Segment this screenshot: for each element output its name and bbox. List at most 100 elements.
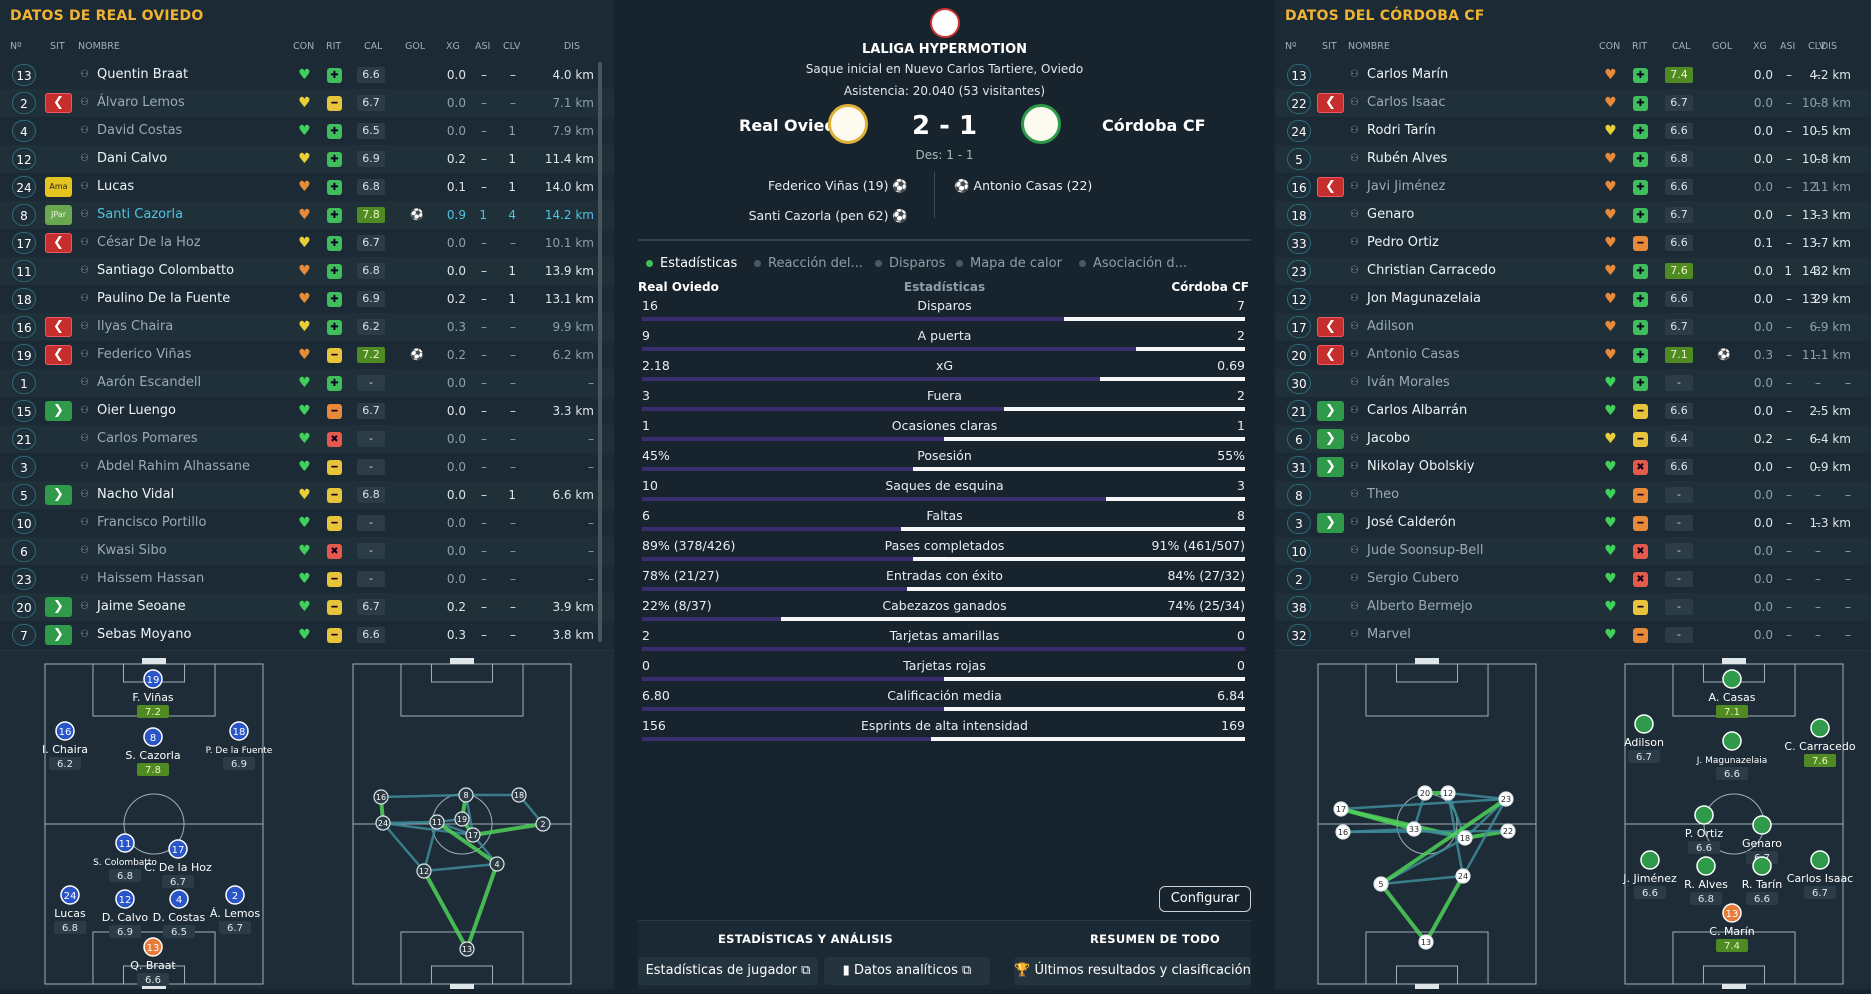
player-name[interactable]: Sebas Moyano: [97, 627, 192, 642]
player-name[interactable]: Nacho Vidal: [97, 487, 175, 502]
player-row[interactable]: 15 ❯ ⚇ Oier Luengo ♥ ━ 6.7 0.0 – – 3.3 km: [0, 397, 614, 425]
player-row[interactable]: 18 ⚇ Genaro ♥ ✚ 6.7 0.0– –13.3 km: [1275, 201, 1871, 229]
player-row[interactable]: 21 ⚇ Carlos Pomares ♥ ✖ - 0.0 – – –: [0, 425, 614, 453]
player-row[interactable]: 12 ⚇ Jon Magunazelaia ♥ ✚ 6.6 0.0– 2 13.9 km: [1275, 285, 1871, 313]
player-row[interactable]: 32 ⚇ Marvel ♥ ━ -0.0– – –: [1275, 621, 1871, 649]
player-name[interactable]: Kwasi Sibo: [97, 543, 167, 558]
player-name[interactable]: Aarón Escandell: [97, 375, 202, 390]
player-row[interactable]: 16 ❮ ⚇ Ilyas Chaira ♥ ✚ 6.2 0.3 – – 9.9 km: [0, 313, 614, 341]
player-row[interactable]: 3 ❯ ⚇ José Calderón ♥ ━ -0.0– –1.3 km: [1275, 509, 1871, 537]
player-name[interactable]: Alberto Bermejo: [1367, 599, 1473, 614]
player-name[interactable]: Santi Cazorla: [97, 207, 184, 222]
player-name[interactable]: Rodri Tarín: [1367, 123, 1436, 138]
player-name[interactable]: Carlos Isaac: [1367, 95, 1446, 110]
player-row[interactable]: 12 ⚇ Dani Calvo ♥ ✚ 6.9 0.2 – 1 11.4 km: [0, 145, 614, 173]
player-name[interactable]: Carlos Pomares: [97, 431, 198, 446]
player-name[interactable]: Javi Jiménez: [1367, 179, 1446, 194]
player-name[interactable]: Genaro: [1367, 207, 1415, 222]
player-row[interactable]: 6 ❯ ⚇ Jacobo ♥ ━ 6.4 0.2– –6.4 km: [1275, 425, 1871, 453]
player-name[interactable]: Paulino De la Fuente: [97, 291, 231, 306]
substitution-status-icon: ❯: [45, 625, 72, 645]
player-row[interactable]: 11 ⚇ Santiago Colombatto ♥ ✚ 6.8 0.0 – 1 13.9 km: [0, 257, 614, 285]
player-row[interactable]: 24 ⚇ Rodri Tarín ♥ ✚ 6.6 0.0– –10.5 km: [1275, 117, 1871, 145]
player-row[interactable]: 20 ❯ ⚇ Jaime Seoane ♥ ━ 6.7 0.2 – – 3.9 km: [0, 593, 614, 621]
stats-tab[interactable]: Asociación d...: [1079, 256, 1187, 271]
away-crest-icon[interactable]: [1021, 104, 1061, 144]
player-row[interactable]: 17 ❮ ⚇ Adilson ♥ ✚ 6.7 0.0– –6.9 km: [1275, 313, 1871, 341]
player-row[interactable]: 10 ⚇ Jude Soonsup-Bell ♥ ✖ -0.0– – –: [1275, 537, 1871, 565]
player-row[interactable]: 1 ⚇ Aarón Escandell ♥ ✚ - 0.0 – – –: [0, 369, 614, 397]
player-name[interactable]: Oier Luengo: [97, 403, 177, 418]
player-row[interactable]: 10 ⚇ Francisco Portillo ♥ ━ - 0.0 – – –: [0, 509, 614, 537]
player-name[interactable]: Santiago Colombatto: [97, 263, 235, 278]
player-row[interactable]: 5 ⚇ Rubén Alves ♥ ✚ 6.8 0.0– –10.8 km: [1275, 145, 1871, 173]
away-team-name[interactable]: Córdoba CF: [1102, 116, 1206, 135]
player-row[interactable]: 22 ❮ ⚇ Carlos Isaac ♥ ✚ 6.7 0.0– –10.8 km: [1275, 89, 1871, 117]
player-name[interactable]: Álvaro Lemos: [97, 95, 185, 110]
player-row[interactable]: 5 ❯ ⚇ Nacho Vidal ♥ ━ 6.8 0.0 – 1 6.6 km: [0, 481, 614, 509]
configure-button[interactable]: Configurar: [1159, 886, 1251, 912]
player-name[interactable]: Haissem Hassan: [97, 571, 205, 586]
player-row[interactable]: 24 Ama ⚇ Lucas ♥ ✚ 6.8 0.1 – 1 14.0 km: [0, 173, 614, 201]
player-row[interactable]: 4 ⚇ David Costas ♥ ✚ 6.5 0.0 – 1 7.9 km: [0, 117, 614, 145]
player-name[interactable]: Nikolay Obolskiy: [1367, 459, 1475, 474]
player-name[interactable]: Antonio Casas: [1367, 347, 1460, 362]
player-row[interactable]: 23 ⚇ Haissem Hassan ♥ ━ - 0.0 – – –: [0, 565, 614, 593]
player-row[interactable]: 2 ❮ ⚇ Álvaro Lemos ♥ ━ 6.7 0.0 – – 7.1 km: [0, 89, 614, 117]
analytics-button[interactable]: ▮ Datos analíticos ⧉: [824, 957, 990, 985]
player-name[interactable]: Carlos Marín: [1367, 67, 1449, 82]
player-name[interactable]: Dani Calvo: [97, 151, 168, 166]
player-name[interactable]: Iván Morales: [1367, 375, 1450, 390]
home-team-name[interactable]: Real Oviedo: [739, 116, 847, 135]
player-row[interactable]: 19 ❮ ⚇ Federico Viñas ♥ ━ 7.2 ⚽ 0.2 – – 6.2 km: [0, 341, 614, 369]
player-name[interactable]: Christian Carracedo: [1367, 263, 1496, 278]
player-row[interactable]: 8 ⚇ Theo ♥ ━ -0.0– – –: [1275, 481, 1871, 509]
player-name[interactable]: David Costas: [97, 123, 183, 138]
player-name[interactable]: César De la Hoz: [97, 235, 201, 250]
player-name[interactable]: Rubén Alves: [1367, 151, 1448, 166]
player-name[interactable]: José Calderón: [1367, 515, 1456, 530]
player-row[interactable]: 7 ❯ ⚇ Sebas Moyano ♥ ━ 6.6 0.3 – – 3.8 km: [0, 621, 614, 649]
player-row[interactable]: 13 ⚇ Quentin Braat ♥ ✚ 6.6 0.0 – – 4.0 km: [0, 61, 614, 89]
player-row[interactable]: 18 ⚇ Paulino De la Fuente ♥ ✚ 6.9 0.2 – 1 13.1 km: [0, 285, 614, 313]
player-row[interactable]: 8 JPar ⚇ Santi Cazorla ♥ ✚ 7.8 ⚽ 0.9 1 4 14.2 km: [0, 201, 614, 229]
player-name[interactable]: Jaime Seoane: [97, 599, 186, 614]
player-row[interactable]: 38 ⚇ Alberto Bermejo ♥ ━ -0.0– – –: [1275, 593, 1871, 621]
player-row[interactable]: 17 ❮ ⚇ César De la Hoz ♥ ✚ 6.7 0.0 – – 10.1 km: [0, 229, 614, 257]
home-crest-icon[interactable]: [828, 104, 868, 144]
player-row[interactable]: 3 ⚇ Abdel Rahim Alhassane ♥ ━ - 0.0 – – –: [0, 453, 614, 481]
stats-tab[interactable]: Reacción del...: [754, 256, 863, 271]
pass-node-marker: [1457, 830, 1473, 846]
player-name[interactable]: Ilyas Chaira: [97, 319, 174, 334]
player-name[interactable]: Abdel Rahim Alhassane: [97, 459, 250, 474]
player-name[interactable]: Francisco Portillo: [97, 515, 207, 530]
player-name[interactable]: Jacobo: [1367, 431, 1411, 446]
player-row[interactable]: 23 ⚇ Christian Carracedo ♥ ✚ 7.6 0.0 1 3 14.2 km: [1275, 257, 1871, 285]
player-row[interactable]: 16 ❮ ⚇ Javi Jiménez ♥ ✚ 6.6 0.0– 1 12.1 km: [1275, 173, 1871, 201]
player-row[interactable]: 33 ⚇ Pedro Ortiz ♥ ━ 6.6 0.1– –13.7 km: [1275, 229, 1871, 257]
player-row[interactable]: 31 ❯ ⚇ Nikolay Obolskiy ♥ ✖ 6.6 0.0– –0.9 km: [1275, 453, 1871, 481]
home-table-scrollbar[interactable]: [598, 62, 602, 642]
player-name[interactable]: Quentin Braat: [97, 67, 189, 82]
player-name[interactable]: Carlos Albarrán: [1367, 403, 1468, 418]
player-name[interactable]: Marvel: [1367, 627, 1411, 642]
player-name[interactable]: Sergio Cubero: [1367, 571, 1459, 586]
player-name[interactable]: Jude Soonsup-Bell: [1367, 543, 1484, 558]
player-row[interactable]: 20 ❮ ⚇ Antonio Casas ♥ ✚ 7.1 ⚽ 0.3– –11.1 km: [1275, 341, 1871, 369]
results-button[interactable]: 🏆 Últimos resultados y clasificación: [1014, 957, 1251, 985]
player-row[interactable]: 21 ❯ ⚇ Carlos Albarrán ♥ ━ 6.6 0.0– –2.5 km: [1275, 397, 1871, 425]
player-name[interactable]: Pedro Ortiz: [1367, 235, 1439, 250]
player-name[interactable]: Federico Viñas: [97, 347, 192, 362]
stats-tab[interactable]: Disparos: [875, 256, 945, 271]
player-name[interactable]: Lucas: [97, 179, 135, 194]
player-name[interactable]: Jon Magunazelaia: [1367, 291, 1482, 306]
player-row[interactable]: 2 ⚇ Sergio Cubero ♥ ✖ -0.0– – –: [1275, 565, 1871, 593]
player-stats-button[interactable]: Estadísticas de jugador ⧉: [638, 957, 818, 985]
player-row[interactable]: 13 ⚇ Carlos Marín ♥ ✚ 7.4 0.0– –4.2 km: [1275, 61, 1871, 89]
player-row[interactable]: 30 ⚇ Iván Morales ♥ ✚ -0.0– – –: [1275, 369, 1871, 397]
stats-tab[interactable]: Mapa de calor: [956, 256, 1062, 271]
player-name[interactable]: Adilson: [1367, 319, 1415, 334]
stats-tab[interactable]: Estadísticas: [646, 256, 737, 271]
player-name[interactable]: Theo: [1367, 487, 1400, 502]
player-row[interactable]: 6 ⚇ Kwasi Sibo ♥ ✖ - 0.0 – – –: [0, 537, 614, 565]
